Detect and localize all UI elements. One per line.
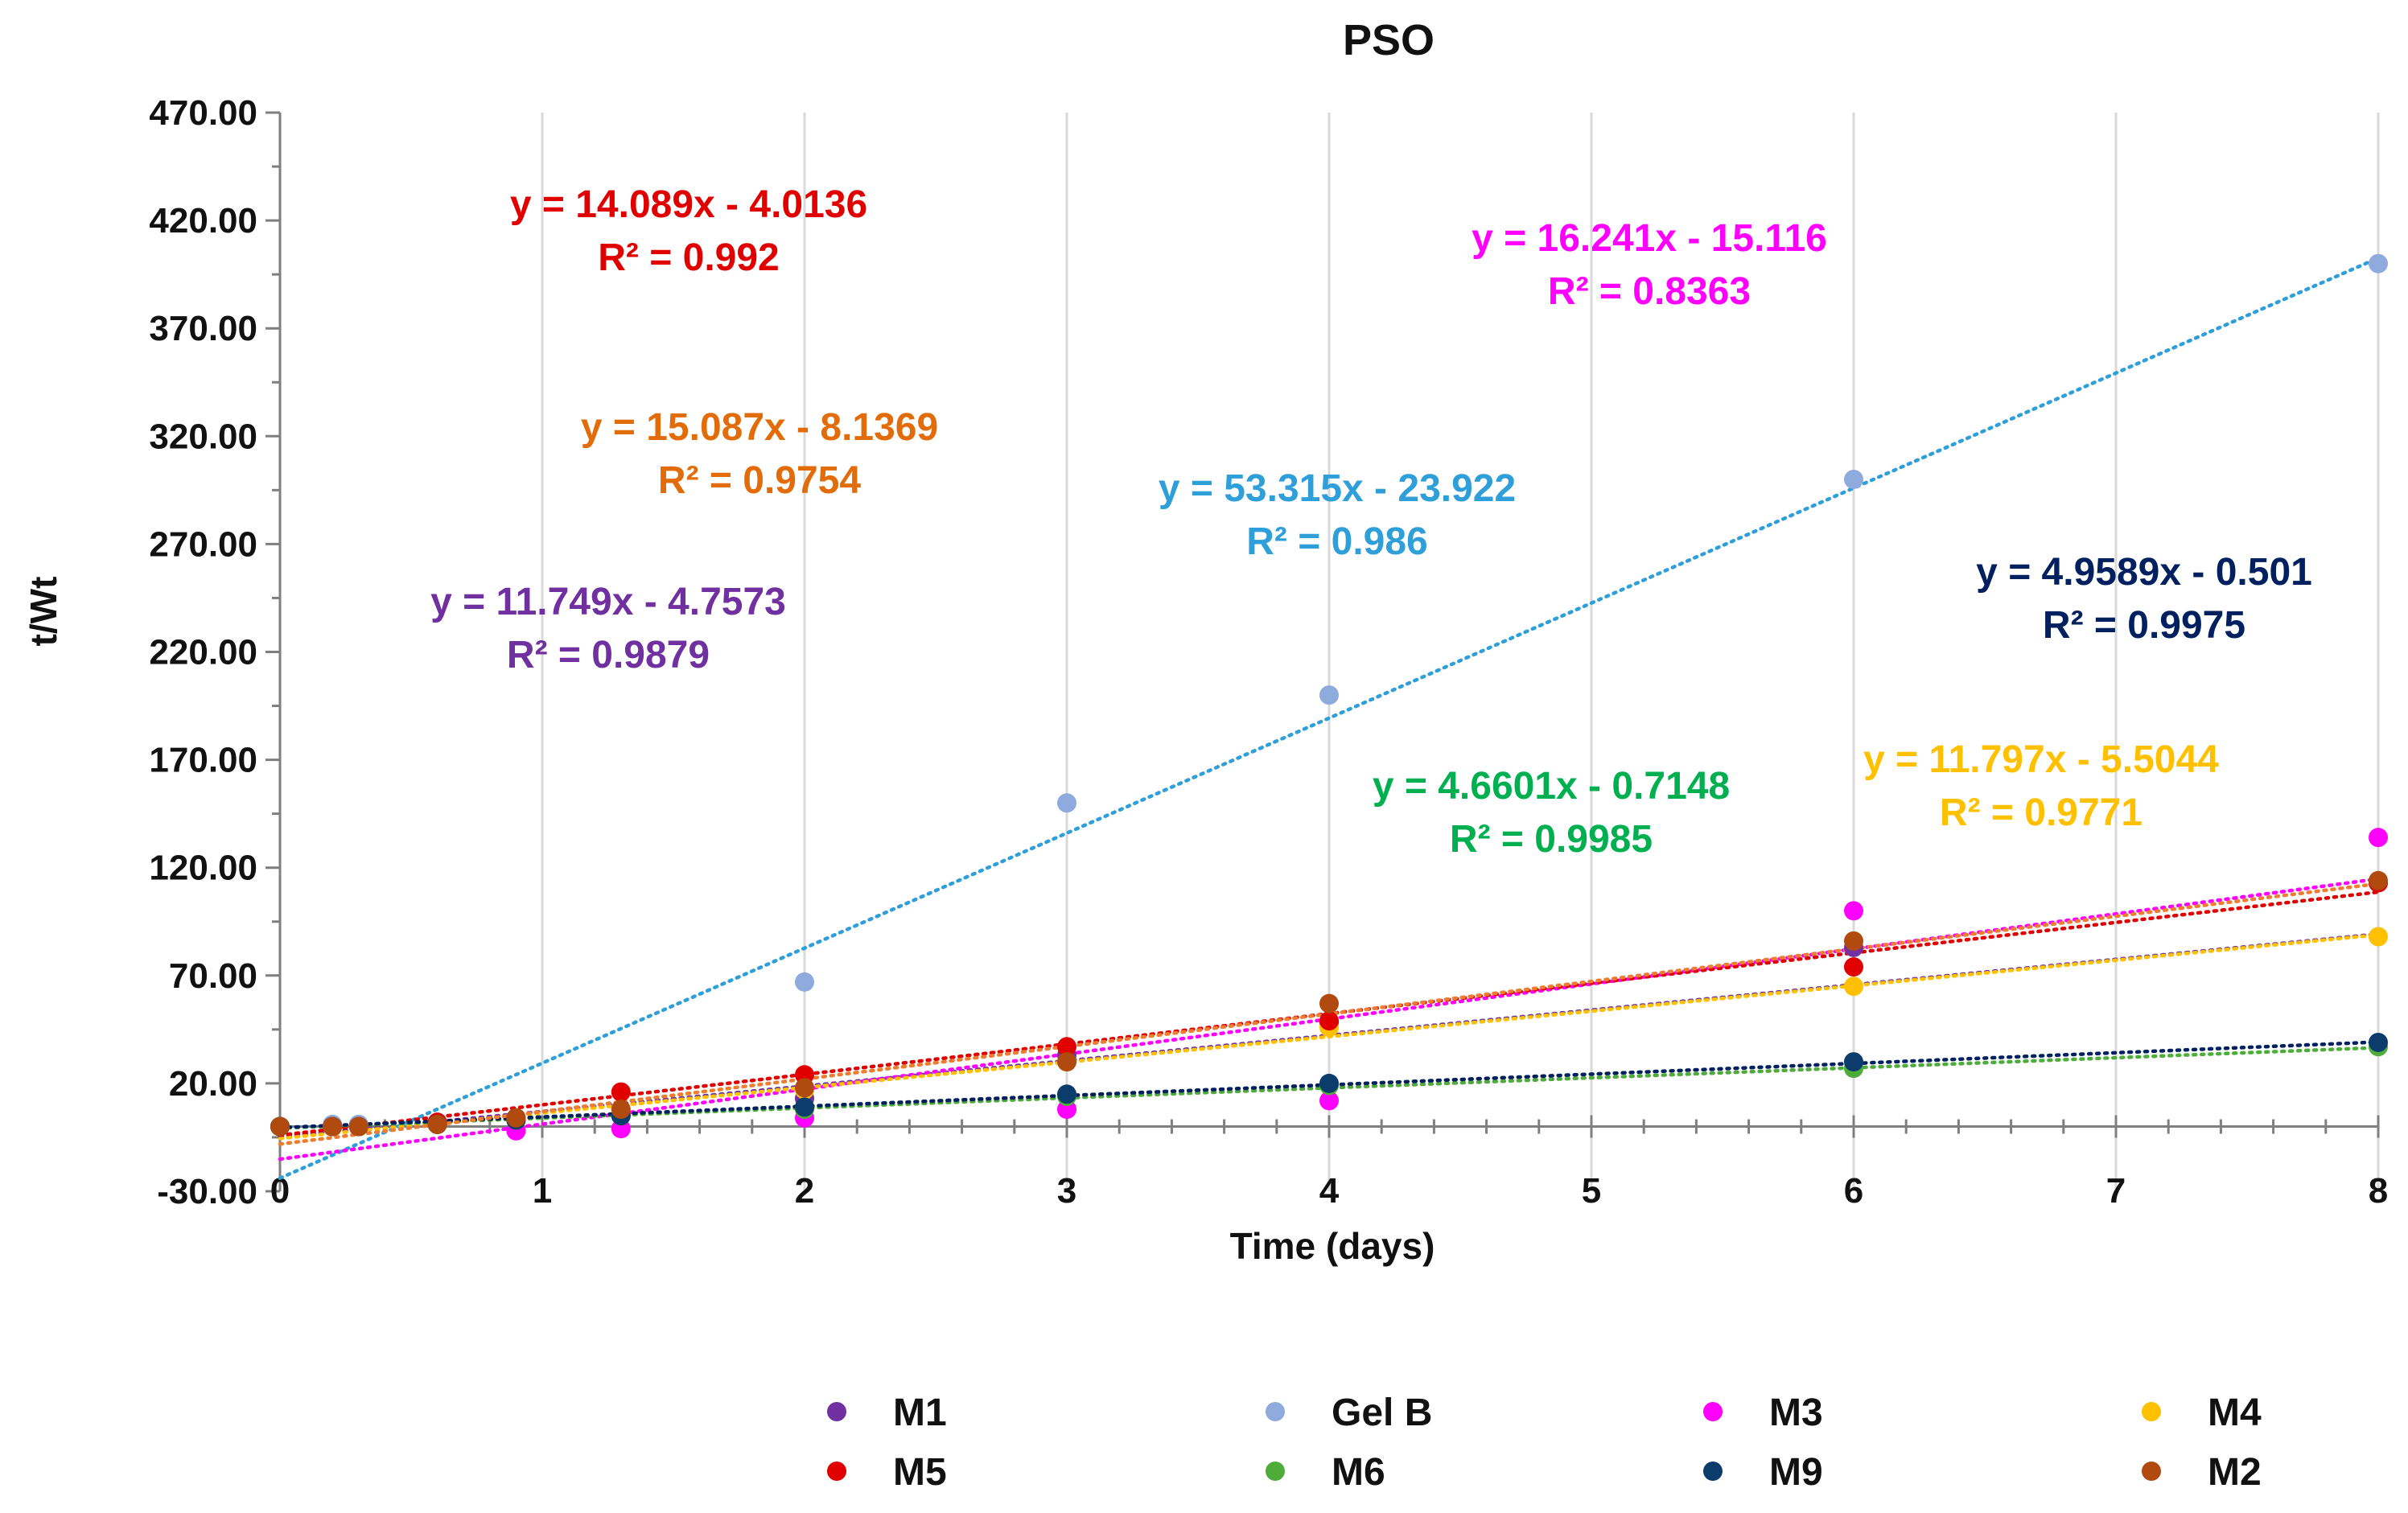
point-m2 xyxy=(1844,931,1863,951)
point-m9 xyxy=(1319,1073,1339,1093)
x-tick-label: 3 xyxy=(1057,1171,1076,1211)
point-gel-b xyxy=(795,972,814,992)
r-squared-m1: R² = 0.9879 xyxy=(507,634,710,676)
data-points xyxy=(270,253,2388,1141)
legend-marker xyxy=(2142,1402,2161,1421)
x-axis-label: Time (days) xyxy=(1230,1225,1435,1267)
legend-label: M3 xyxy=(1769,1392,1823,1434)
equation-m5: y = 14.089x - 4.0136 xyxy=(510,183,867,226)
point-m9 xyxy=(2369,1032,2388,1052)
y-tick-label: 70.00 xyxy=(169,956,257,996)
point-m2 xyxy=(2369,870,2388,890)
y-tick-label: 370.00 xyxy=(149,309,257,348)
r-squared-gel-b: R² = 0.986 xyxy=(1246,520,1427,563)
y-tick-label: 320.00 xyxy=(149,417,257,456)
point-m2 xyxy=(795,1078,814,1098)
point-m3 xyxy=(1319,1091,1339,1111)
legend-label: M2 xyxy=(2208,1451,2262,1494)
legend: M1 Gel B M3 M4 M5 M6 M9 M2 xyxy=(827,1392,2262,1494)
legend-label: M9 xyxy=(1769,1451,1823,1494)
equation-m1: y = 11.749x - 4.7573 xyxy=(430,581,786,623)
point-m9 xyxy=(795,1097,814,1117)
point-m5 xyxy=(1844,957,1863,977)
legend-label: M4 xyxy=(2208,1392,2262,1434)
gridlines xyxy=(541,113,2380,1191)
point-m2 xyxy=(1057,1052,1076,1072)
point-gel-b xyxy=(2369,253,2388,273)
x-tick-label: 7 xyxy=(2106,1171,2126,1211)
x-tick-label: 8 xyxy=(2369,1171,2388,1211)
r-squared-m2: R² = 0.9754 xyxy=(658,459,861,502)
legend-marker xyxy=(1266,1462,1285,1481)
equation-m2: y = 15.087x - 8.1369 xyxy=(581,406,938,449)
x-tick-label: 1 xyxy=(533,1171,552,1211)
r-squared-m6: R² = 0.9985 xyxy=(1450,818,1653,861)
x-tick-label: 6 xyxy=(1844,1171,1863,1211)
x-tick-label: 4 xyxy=(1319,1171,1340,1211)
equation-m9: y = 4.9589x - 0.501 xyxy=(1976,551,2312,594)
point-gel-b xyxy=(1319,685,1339,705)
point-m2 xyxy=(323,1116,343,1137)
x-tick-label: 5 xyxy=(1582,1171,1601,1211)
y-tick-label: 270.00 xyxy=(149,524,257,564)
y-tick-label: 420.00 xyxy=(149,201,257,241)
y-tick-label: 20.00 xyxy=(169,1064,257,1104)
y-tick-label: 220.00 xyxy=(149,633,257,672)
point-m9 xyxy=(1844,1052,1863,1072)
r-squared-m9: R² = 0.9975 xyxy=(2043,604,2245,647)
trendline-gel-b xyxy=(278,256,2381,1180)
legend-marker xyxy=(1266,1402,1285,1421)
legend-marker xyxy=(1703,1462,1723,1481)
equation-gel-b: y = 53.315x - 23.922 xyxy=(1159,467,1516,510)
legend-label: M5 xyxy=(893,1451,947,1494)
point-m5 xyxy=(1319,1011,1339,1031)
y-tick-label: 470.00 xyxy=(149,93,257,133)
equation-m6: y = 4.6601x - 0.7148 xyxy=(1373,765,1730,808)
point-m2 xyxy=(427,1114,447,1134)
legend-marker xyxy=(827,1462,846,1481)
point-gel-b xyxy=(1057,793,1076,813)
y-tick-label: 170.00 xyxy=(149,741,257,780)
y-tick-label: -30.00 xyxy=(157,1172,257,1211)
point-m4 xyxy=(1844,976,1863,997)
legend-label: Gel B xyxy=(1332,1392,1432,1434)
chart-title: PSO xyxy=(1343,16,1435,64)
equation-m4: y = 11.797x - 5.5044 xyxy=(1863,738,2219,781)
point-m4 xyxy=(2369,927,2388,947)
legend-label: M6 xyxy=(1332,1451,1385,1494)
point-m2 xyxy=(1319,993,1339,1013)
point-m2 xyxy=(348,1116,368,1137)
legend-marker xyxy=(2142,1462,2161,1481)
point-m5 xyxy=(611,1082,631,1102)
y-tick-labels: -30.00 20.00 70.00 120.00 170.00 220.00 270.00… xyxy=(149,93,257,1211)
legend-marker xyxy=(1703,1402,1723,1421)
point-m5 xyxy=(1057,1037,1076,1057)
point-m2 xyxy=(506,1108,526,1128)
y-axis-label: t/Wt xyxy=(23,577,64,647)
legend-label: M1 xyxy=(893,1392,947,1434)
r-squared-m3: R² = 0.8363 xyxy=(1548,270,1751,313)
equation-m3: y = 16.241x - 15.116 xyxy=(1472,217,1827,260)
r-squared-m4: R² = 0.9771 xyxy=(1940,791,2143,834)
point-m2 xyxy=(611,1100,631,1120)
trendline-equations: y = 11.749x - 4.7573 R² = 0.9879 y = 53.31… xyxy=(430,183,2312,861)
point-gel-b xyxy=(1844,469,1863,489)
point-m3 xyxy=(1844,901,1863,921)
point-m9 xyxy=(1057,1084,1076,1104)
y-tick-label: 120.00 xyxy=(149,849,257,888)
point-m3 xyxy=(2369,828,2388,848)
x-tick-label: 2 xyxy=(795,1171,814,1211)
legend-marker xyxy=(827,1402,846,1421)
point-m2 xyxy=(270,1116,290,1137)
r-squared-m5: R² = 0.992 xyxy=(598,236,779,279)
